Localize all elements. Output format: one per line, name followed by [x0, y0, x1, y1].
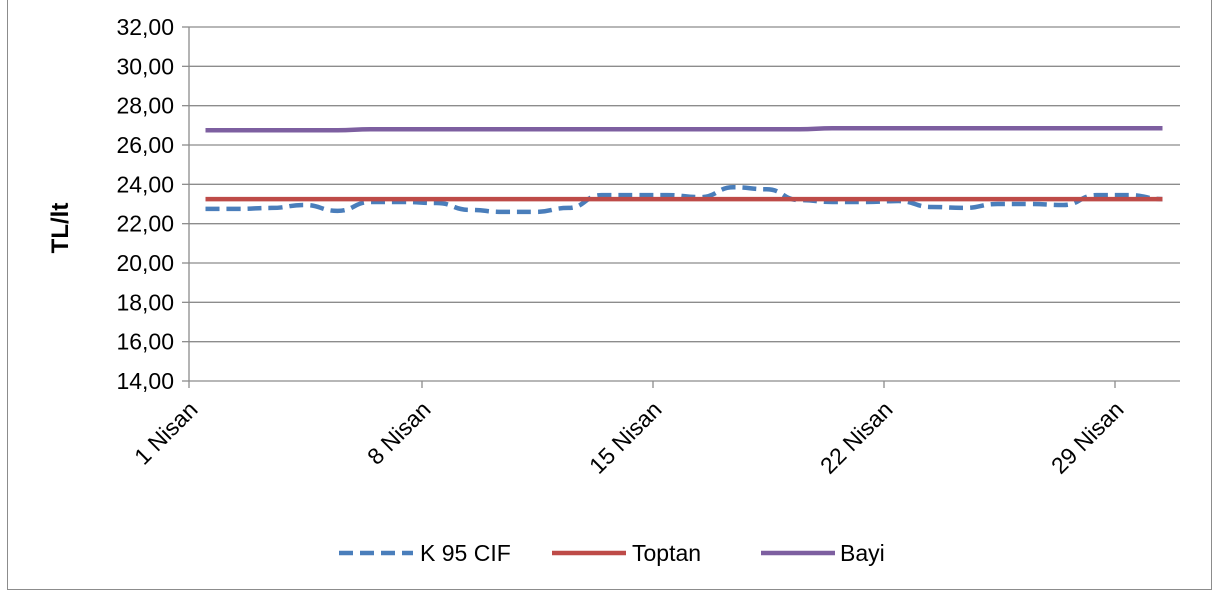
x-tick-label: 22 Nisan	[815, 396, 898, 479]
x-tick-label: 1 Nisan	[129, 396, 203, 470]
series-line-bayi	[205, 126, 1163, 133]
y-tick-label: 32,00	[116, 14, 174, 40]
y-tick-label: 24,00	[116, 171, 174, 197]
series-lines	[205, 126, 1163, 215]
chart-frame	[7, 0, 1212, 590]
legend-label: K 95 CIF	[420, 540, 511, 566]
y-tick-label: 18,00	[116, 289, 174, 315]
series-line-k-95-cif	[205, 185, 1163, 215]
y-tick-label: 16,00	[116, 329, 174, 355]
y-tick-label: 26,00	[116, 132, 174, 158]
y-tick-label: 22,00	[116, 211, 174, 237]
y-axis-label: TL/lt	[47, 203, 74, 254]
axes: 14,00 16,00 18,00 20,00 22,00 24,00 26,00 28,00…	[116, 14, 1180, 479]
y-tick-label: 30,00	[116, 53, 174, 79]
y-tick-label: 28,00	[116, 93, 174, 119]
y-tick-label: 14,00	[116, 368, 174, 394]
x-tick-label: 8 Nisan	[362, 396, 436, 470]
x-tick-label: 29 Nisan	[1046, 396, 1129, 479]
legend-label: Bayi	[840, 540, 885, 566]
legend-label: Toptan	[632, 540, 701, 566]
gridlines	[189, 26, 1180, 343]
x-tick-label: 15 Nisan	[584, 396, 667, 479]
y-tick-label: 20,00	[116, 250, 174, 276]
legend: K 95 CIF Toptan Bayi	[339, 540, 885, 566]
